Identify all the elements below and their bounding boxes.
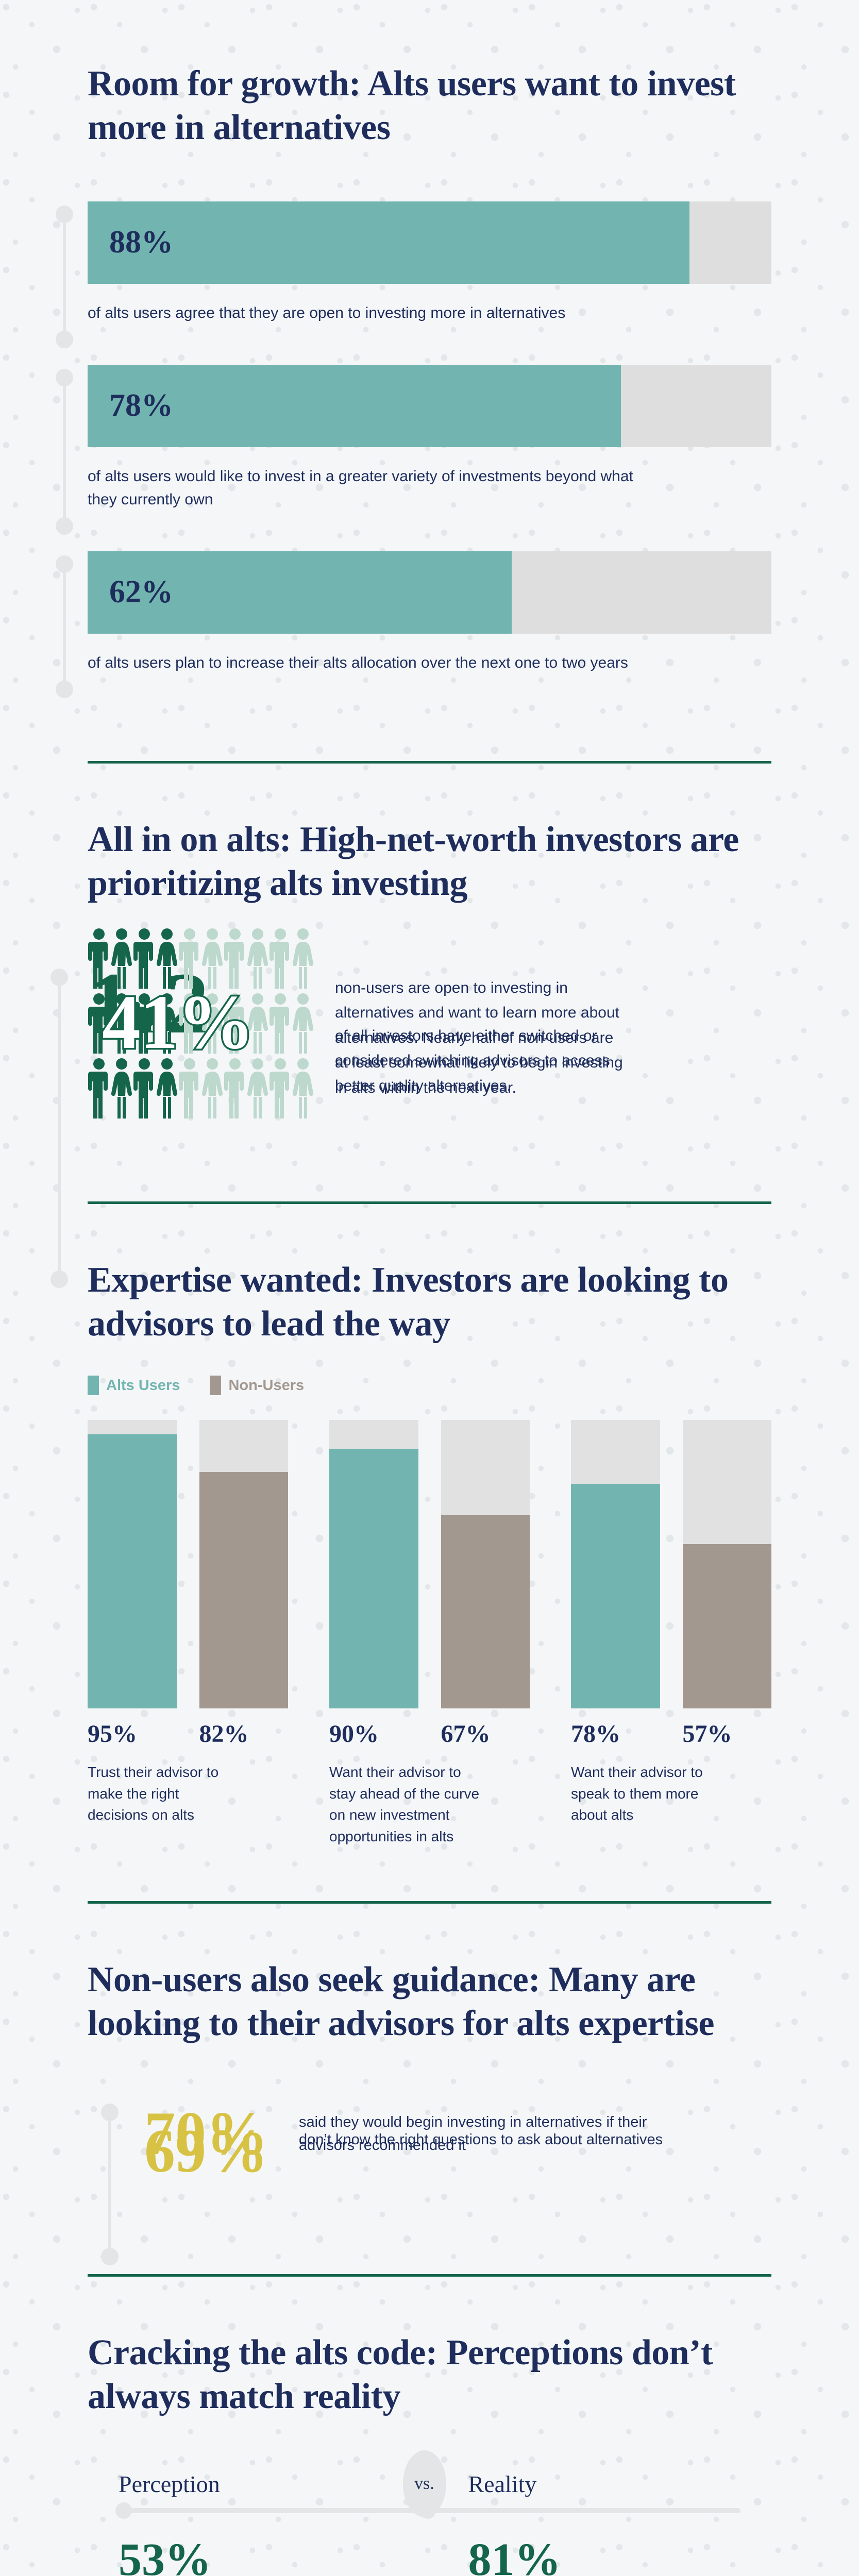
- person-icon: [246, 1056, 269, 1121]
- bar-caption: of alts users agree that they are open t…: [88, 304, 566, 321]
- legend-swatch-icon: [210, 1376, 222, 1396]
- bar-value: 78%: [109, 388, 173, 423]
- grouped-bar-chart: 95% 82% Trust their advisor to make the …: [88, 1420, 771, 1847]
- cell-reality: 81% of HNWI say short-term cash needs ar…: [391, 2534, 741, 2576]
- bar-track: 78%: [88, 364, 771, 447]
- bar-caption: of alts users plan to increase their alt…: [88, 654, 628, 671]
- people-percentage-label: 41%: [100, 979, 257, 1065]
- section1-title: Room for growth: Alts users want to inve…: [88, 64, 736, 148]
- person-icon: [269, 1056, 292, 1121]
- person-icon: [201, 1056, 224, 1121]
- perception-reality-header: Perception vs. Reality: [119, 2450, 740, 2518]
- section-non-users-seek-guidance: Non-users also seek guidance: Many are l…: [0, 1904, 859, 2274]
- bar-value: 88%: [109, 225, 173, 260]
- stat-bar-1: 88% of alts users agree that they are op…: [56, 201, 771, 348]
- section5-title: Cracking the alts code: Perceptions don’…: [88, 2332, 713, 2417]
- cell-perception: 53% of advisors point to concerns about …: [119, 2534, 391, 2576]
- column-fill-alts: [88, 1434, 177, 1709]
- bar-value-non: 82%: [199, 1720, 249, 1748]
- column-fill-non: [441, 1515, 530, 1709]
- rail-connector-icon: [56, 368, 73, 535]
- column-fill-alts: [571, 1483, 660, 1709]
- section4-title: Non-users also seek guidance: Many are l…: [88, 1960, 714, 2044]
- section-cracking-the-alts-code: Cracking the alts code: Perceptions don’…: [0, 2277, 859, 2576]
- bar-track: 62%: [88, 551, 771, 634]
- bar-fill: [88, 201, 689, 284]
- people-pictogram: 41%: [88, 926, 335, 1127]
- person-icon: [292, 1056, 314, 1121]
- legend-item-non-users: Non-Users: [210, 1376, 305, 1396]
- bar-group-2: 90% 67% Want their advisor to stay ahead…: [329, 1420, 530, 1847]
- person-icon: [110, 1056, 133, 1121]
- gold-stat-description: don’t know the right questions to ask ab…: [299, 2131, 663, 2148]
- person-icon: [224, 1056, 246, 1121]
- bar-group-label: Want their advisor to speak to them more…: [571, 1764, 703, 1823]
- reality-value: 81%: [468, 2534, 561, 2576]
- bar-caption: of alts users would like to invest in a …: [88, 467, 633, 508]
- section2-title: All in on alts: High-net-worth investors…: [88, 819, 739, 904]
- rail-connector-icon: [50, 968, 68, 1288]
- bar-columns: [571, 1420, 771, 1709]
- column-track: [88, 1420, 177, 1709]
- table-rule: [115, 2502, 740, 2519]
- bar-columns: [88, 1420, 288, 1709]
- gold-stat-value: 69%: [144, 2116, 268, 2185]
- section-all-in-on-alts: All in on alts: High-net-worth investors…: [0, 764, 859, 1288]
- chart-legend: Alts Users Non-Users: [88, 1376, 771, 1396]
- stat-bar-3: 62% of alts users plan to increase their…: [56, 551, 771, 698]
- person-icon: [292, 926, 314, 991]
- perception-value: 53%: [119, 2534, 211, 2576]
- bar-value: 62%: [109, 574, 173, 610]
- column-track: [329, 1420, 418, 1709]
- perception-reality-table: Perception vs. Reality 53% of advisors p…: [88, 2450, 771, 2576]
- legend-label: Alts Users: [106, 1377, 180, 1394]
- column-track: [571, 1420, 660, 1709]
- column-fill-non: [199, 1472, 288, 1709]
- bar-value-non: 67%: [441, 1720, 491, 1748]
- bar-values: 90% 67%: [329, 1720, 530, 1748]
- column-track: [441, 1420, 530, 1709]
- section-room-for-growth: Room for growth: Alts users want to inve…: [0, 0, 859, 761]
- column-fill-non: [682, 1544, 771, 1709]
- person-icon: [88, 1056, 110, 1121]
- bar-value-non: 57%: [682, 1720, 732, 1748]
- legend-swatch-icon: [88, 1376, 99, 1396]
- table-row: 53% of advisors point to concerns about …: [119, 2534, 741, 2576]
- people-description: of all investors have either switched or…: [335, 1027, 610, 1094]
- legend-item-alts-users: Alts Users: [88, 1376, 180, 1396]
- person-icon: [178, 1056, 201, 1121]
- stat-forty-one-percent: 41% of all investors have either switche…: [88, 926, 771, 1127]
- column-fill-alts: [329, 1449, 418, 1709]
- person-icon: [292, 991, 314, 1056]
- legend-label: Non-Users: [228, 1377, 305, 1394]
- stat-bar-2: 78% of alts users would like to invest i…: [56, 364, 771, 535]
- section3-title: Expertise wanted: Investors are looking …: [88, 1260, 729, 1344]
- person-icon: [133, 1056, 156, 1121]
- bar-group-label: Trust their advisor to make the right de…: [88, 1764, 219, 1823]
- bar-value-alts: 95%: [88, 1720, 137, 1748]
- column-track: [199, 1420, 288, 1709]
- section-expertise-wanted: Expertise wanted: Investors are looking …: [0, 1204, 859, 1902]
- bar-track: 88%: [88, 201, 771, 284]
- gold-stat-2: 69% don’t know the right questions to as…: [88, 2120, 771, 2182]
- bar-value-alts: 78%: [571, 1720, 620, 1748]
- bar-columns: [329, 1420, 530, 1709]
- bar-group-label: Want their advisor to stay ahead of the …: [329, 1764, 480, 1844]
- person-icon: [156, 1056, 178, 1121]
- rail-connector-icon: [56, 205, 73, 348]
- bar-values: 95% 82%: [88, 1720, 288, 1748]
- bar-values: 78% 57%: [571, 1720, 771, 1748]
- column-track: [682, 1420, 771, 1709]
- bar-value-alts: 90%: [329, 1720, 379, 1748]
- bar-group-3: 78% 57% Want their advisor to speak to t…: [571, 1420, 771, 1847]
- person-icon: [269, 926, 292, 991]
- rail-connector-icon: [56, 555, 73, 698]
- column-header-perception: Perception: [119, 2470, 220, 2497]
- person-icon: [269, 991, 292, 1056]
- bar-group-1: 95% 82% Trust their advisor to make the …: [88, 1420, 288, 1847]
